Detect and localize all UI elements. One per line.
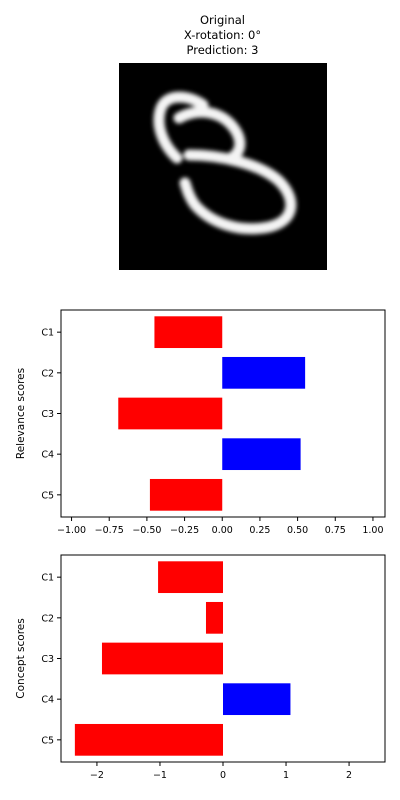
digit-3-drawing [153,91,297,235]
c1-xtick-label: 0.50 [287,525,308,536]
relevance-plot-frame [60,309,386,518]
c1-bar-c4 [222,438,301,471]
c1-xtick-label: −0.75 [95,525,124,536]
c1-ytick-label: C1 [41,328,54,339]
c1-bar-c2 [222,356,306,389]
c1-ytick-label: C5 [41,490,54,501]
c1-xtick-label: 1.00 [362,525,383,536]
c1-bar-c1 [154,316,223,349]
relevance-y-axis-label: Relevance scores [15,368,27,459]
c1-xtick-label: 0.00 [212,525,233,536]
c1-xtick-label: 0.25 [249,525,270,536]
c1-ytick-label: C3 [41,409,54,420]
c1-xtick-label: −0.25 [170,525,199,536]
c1-bar-c5 [149,478,223,511]
chart-title-line-1: Original [199,13,245,27]
digit-image [119,63,327,270]
c1-ytick-label: C2 [41,368,54,379]
chart-title-line-2: X-rotation: 0° [183,28,262,42]
c1-xtick-label: −0.50 [132,525,161,536]
c1-xtick-label: −1.00 [57,525,86,536]
c1-xtick-label: 0.75 [325,525,346,536]
c1-ytick-label: C4 [41,450,54,461]
chart-title-line-3: Prediction: 3 [186,43,259,57]
c1-bar-c3 [118,397,223,430]
